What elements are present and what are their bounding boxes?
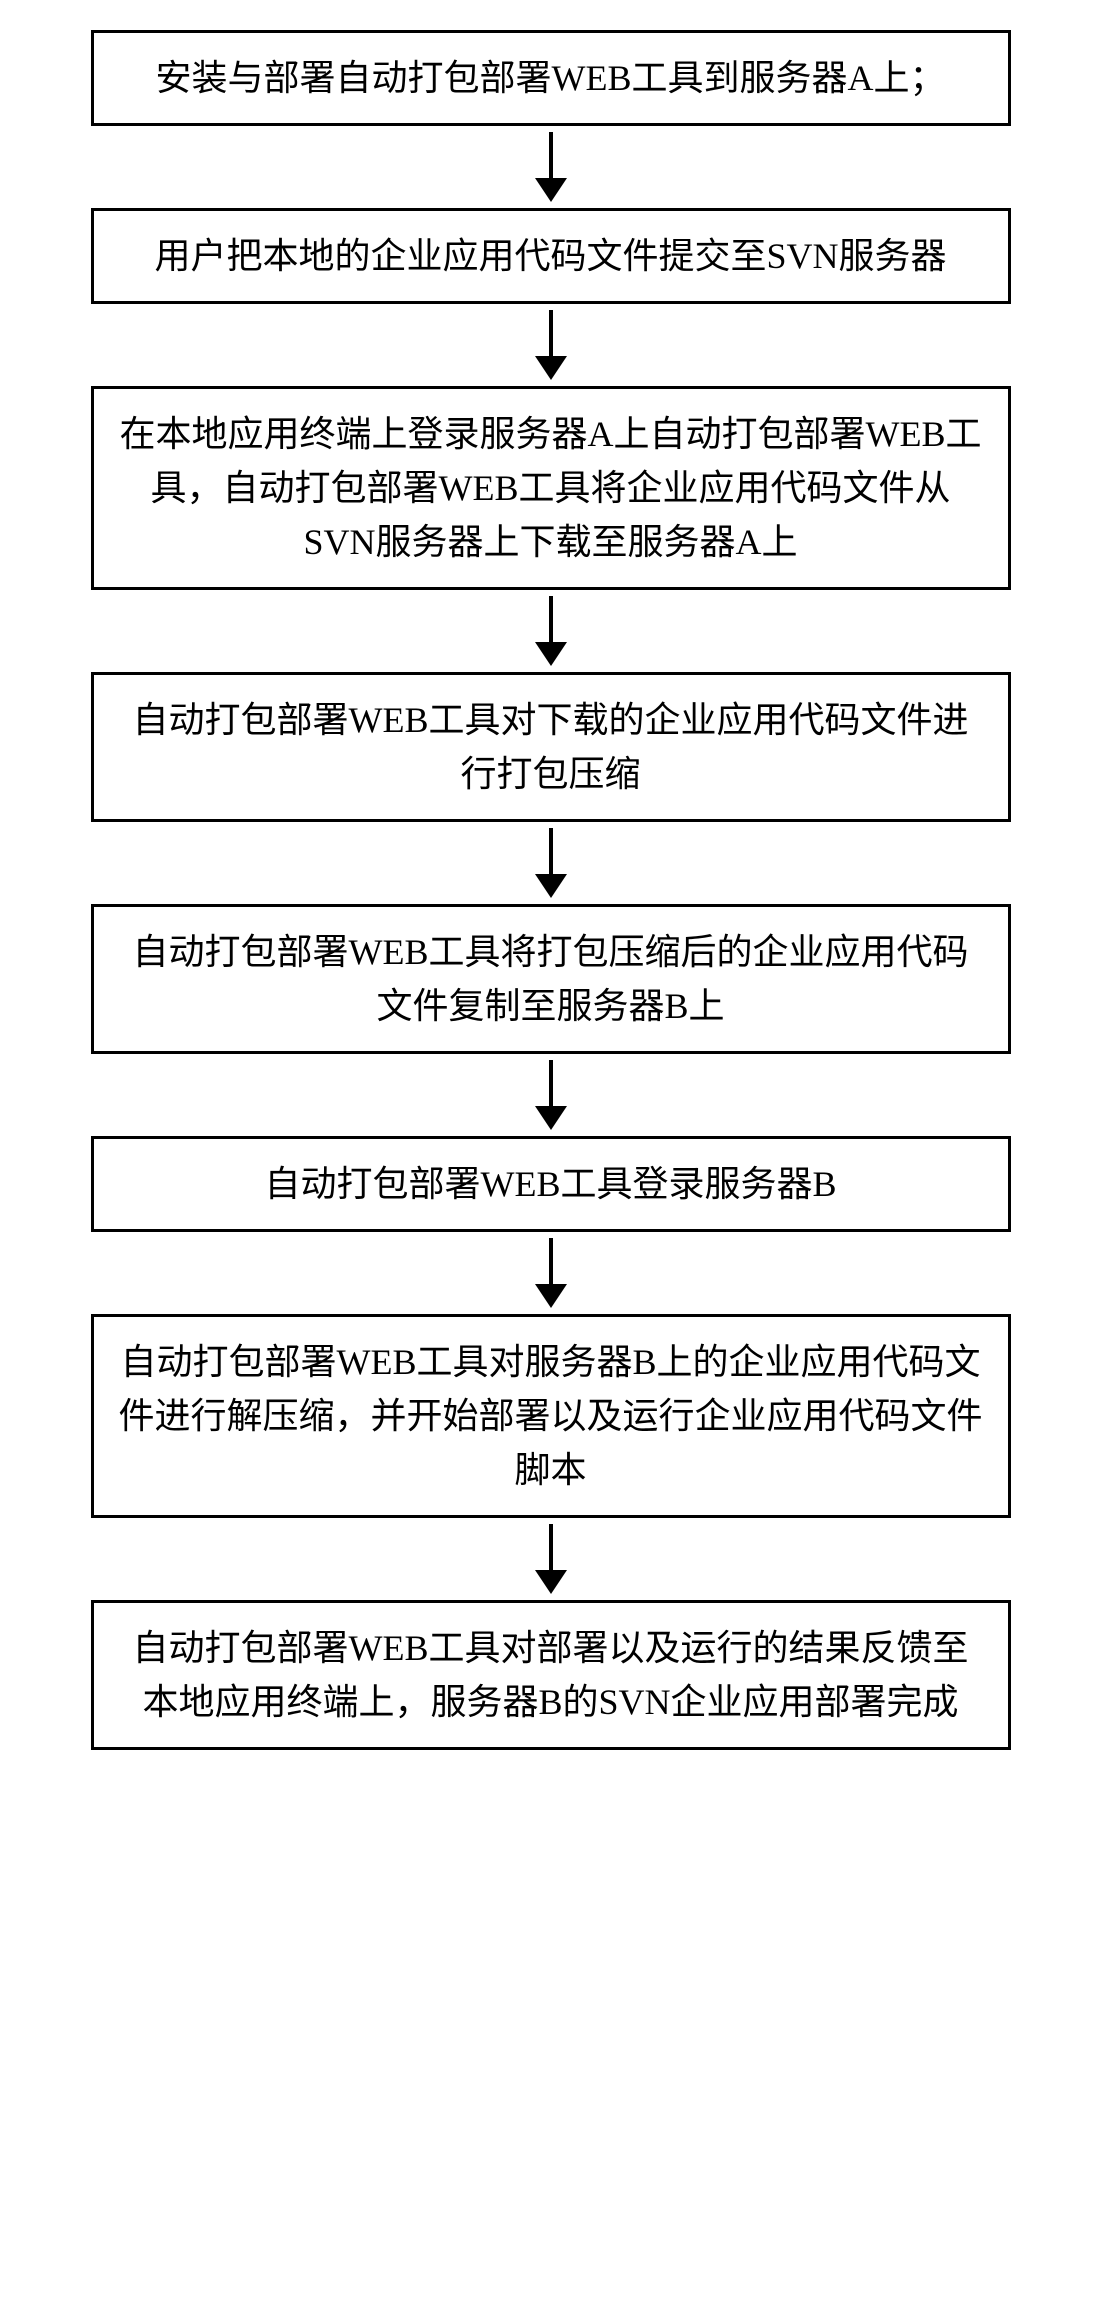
flow-step-text: 自动打包部署WEB工具将打包压缩后的企业应用代码文件复制至服务器B上	[133, 932, 969, 1026]
arrow-head-icon	[535, 642, 567, 666]
flow-step-text: 安装与部署自动打包部署WEB工具到服务器A上；	[156, 58, 946, 98]
flow-step-4: 自动打包部署WEB工具对下载的企业应用代码文件进行打包压缩	[91, 672, 1011, 822]
flow-step-text: 自动打包部署WEB工具对下载的企业应用代码文件进行打包压缩	[133, 700, 969, 794]
flow-step-1: 安装与部署自动打包部署WEB工具到服务器A上；	[91, 30, 1011, 126]
arrow-connector	[535, 1238, 567, 1308]
arrow-line	[549, 1060, 553, 1108]
flow-step-text: 自动打包部署WEB工具登录服务器B	[265, 1164, 837, 1204]
arrow-head-icon	[535, 178, 567, 202]
arrow-head-icon	[535, 356, 567, 380]
arrow-connector	[535, 1524, 567, 1594]
arrow-line	[549, 132, 553, 180]
arrow-head-icon	[535, 1570, 567, 1594]
flow-step-5: 自动打包部署WEB工具将打包压缩后的企业应用代码文件复制至服务器B上	[91, 904, 1011, 1054]
arrow-connector	[535, 132, 567, 202]
arrow-head-icon	[535, 1284, 567, 1308]
arrow-connector	[535, 828, 567, 898]
arrow-connector	[535, 596, 567, 666]
flow-step-text: 用户把本地的企业应用代码文件提交至SVN服务器	[154, 236, 946, 276]
flow-step-text: 自动打包部署WEB工具对服务器B上的企业应用代码文件进行解压缩，并开始部署以及运…	[118, 1342, 982, 1490]
arrow-line	[549, 596, 553, 644]
flow-step-2: 用户把本地的企业应用代码文件提交至SVN服务器	[91, 208, 1011, 304]
arrow-connector	[535, 310, 567, 380]
flow-step-3: 在本地应用终端上登录服务器A上自动打包部署WEB工具，自动打包部署WEB工具将企…	[91, 386, 1011, 590]
arrow-line	[549, 828, 553, 876]
flow-step-6: 自动打包部署WEB工具登录服务器B	[91, 1136, 1011, 1232]
flow-step-7: 自动打包部署WEB工具对服务器B上的企业应用代码文件进行解压缩，并开始部署以及运…	[91, 1314, 1011, 1518]
arrow-connector	[535, 1060, 567, 1130]
flow-step-text: 在本地应用终端上登录服务器A上自动打包部署WEB工具，自动打包部署WEB工具将企…	[120, 414, 982, 562]
arrow-head-icon	[535, 874, 567, 898]
flow-step-8: 自动打包部署WEB工具对部署以及运行的结果反馈至本地应用终端上，服务器B的SVN…	[91, 1600, 1011, 1750]
arrow-head-icon	[535, 1106, 567, 1130]
arrow-line	[549, 1238, 553, 1286]
flow-step-text: 自动打包部署WEB工具对部署以及运行的结果反馈至本地应用终端上，服务器B的SVN…	[133, 1628, 969, 1722]
arrow-line	[549, 310, 553, 358]
arrow-line	[549, 1524, 553, 1572]
